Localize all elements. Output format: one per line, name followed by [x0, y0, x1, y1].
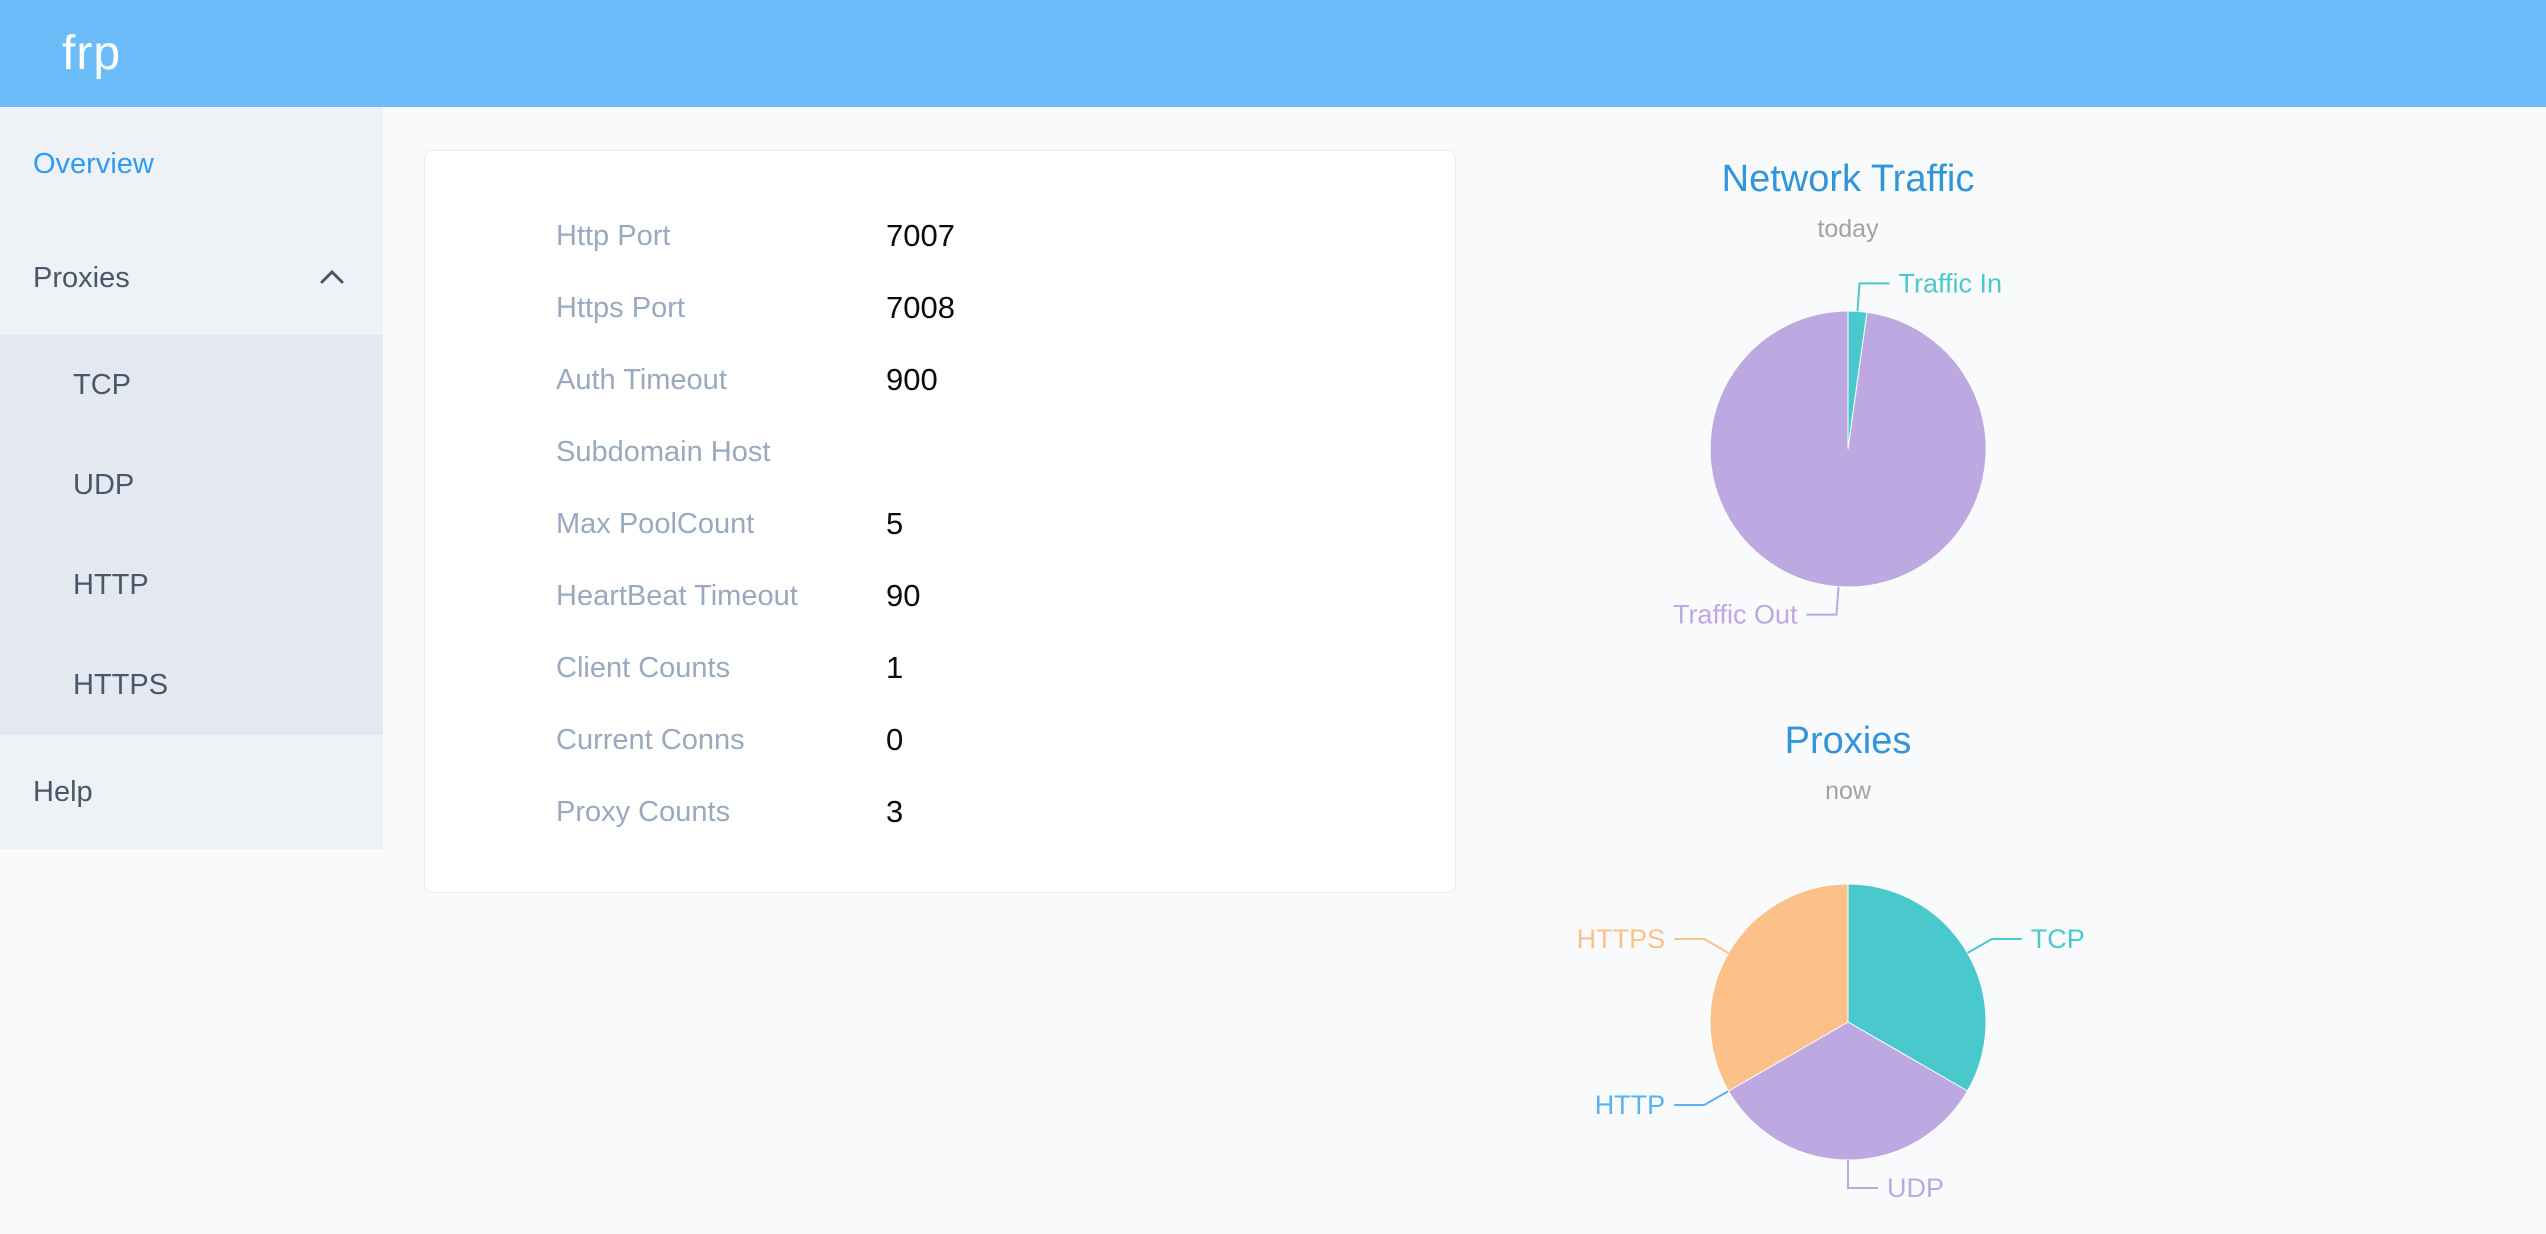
config-row: Client Counts 1 — [556, 632, 1455, 704]
chevron-up-icon — [317, 264, 347, 292]
pie-slice-udp[interactable] — [1727, 1021, 1969, 1161]
sidebar-item-label: Proxies — [33, 261, 130, 294]
sidebar-item-label: Help — [33, 775, 93, 808]
config-label: Max PoolCount — [556, 507, 755, 540]
app-logo: frp — [62, 27, 122, 80]
network-traffic-subtitle: today — [1817, 215, 1879, 243]
proxies-title: Proxies — [1784, 720, 1912, 762]
config-row: Max PoolCount 5 — [556, 488, 1455, 560]
config-value: 3 — [886, 794, 904, 829]
config-value: 5 — [886, 506, 904, 541]
config-label: Proxy Counts — [556, 795, 731, 828]
config-value: 900 — [886, 362, 938, 397]
config-value: 7007 — [886, 218, 955, 253]
config-row: HeartBeat Timeout 90 — [556, 560, 1455, 632]
pie-label-tcp: TCP — [2031, 924, 2085, 954]
sidebar-item-label: TCP — [73, 368, 131, 401]
config-label: Auth Timeout — [556, 363, 727, 396]
sidebar-item-tcp[interactable]: TCP — [0, 335, 383, 435]
pie-label-line-tcp — [1967, 938, 2022, 954]
config-label: Https Port — [556, 291, 685, 324]
sidebar-item-overview[interactable]: Overview — [0, 107, 383, 221]
config-row: Subdomain Host — [556, 416, 1455, 488]
sidebar-item-udp[interactable]: UDP — [0, 435, 383, 535]
sidebar-item-http[interactable]: HTTP — [0, 535, 383, 635]
sidebar-item-https[interactable]: HTTPS — [0, 635, 383, 735]
pie-label-udp: UDP — [1887, 1173, 1944, 1203]
config-row: Current Conns 0 — [556, 704, 1455, 776]
config-row: Proxy Counts 3 — [556, 776, 1455, 848]
sidebar-item-label: HTTPS — [73, 668, 169, 701]
pie-label-traffic-out: Traffic Out — [1673, 600, 1798, 630]
pie-label-traffic-in: Traffic In — [1899, 268, 2003, 298]
pie-label-line-https — [1674, 938, 1729, 954]
app-header: frp — [0, 0, 2546, 107]
config-label: Current Conns — [556, 723, 745, 756]
pie-label-line-udp — [1847, 1160, 1878, 1189]
config-value: 0 — [886, 722, 904, 757]
config-label: HeartBeat Timeout — [556, 579, 798, 612]
pie-label-http: HTTP — [1595, 1090, 1666, 1120]
sidebar-menu: Overview Proxies TCP UDP HTTP HTTPS Help — [0, 107, 383, 849]
sidebar-item-help[interactable]: Help — [0, 735, 383, 849]
config-row: Http Port 7007 — [556, 200, 1455, 272]
config-row: Auth Timeout 900 — [556, 344, 1455, 416]
config-value: 7008 — [886, 290, 955, 325]
proxies-pie-chart: TCP UDP HTTP HTTPS — [1577, 883, 2085, 1203]
config-label: Subdomain Host — [556, 435, 771, 468]
pie-label-https: HTTPS — [1577, 924, 1666, 954]
pie-label-line-http — [1674, 1090, 1729, 1106]
sidebar-item-label: UDP — [73, 468, 135, 501]
config-row: Https Port 7008 — [556, 272, 1455, 344]
config-label: Http Port — [556, 219, 671, 252]
proxies-submenu: TCP UDP HTTP HTTPS — [0, 335, 383, 735]
sidebar-item-proxies[interactable]: Proxies — [0, 221, 383, 335]
network-traffic-pie-chart: Traffic In Traffic Out — [1673, 268, 2003, 630]
pie-slice-traffic-out[interactable] — [1709, 310, 1987, 588]
proxies-subtitle: now — [1825, 777, 1871, 805]
config-label: Client Counts — [556, 651, 731, 684]
pie-label-line-traffic-in — [1856, 282, 1890, 312]
sidebar-item-label: HTTP — [73, 568, 149, 601]
config-value: 1 — [886, 650, 904, 685]
pie-label-line-traffic-out — [1806, 586, 1840, 616]
config-value: 90 — [886, 578, 921, 613]
sidebar-item-label: Overview — [33, 147, 154, 180]
server-config-card: Http Port 7007 Https Port 7008 Auth Time… — [424, 150, 1456, 893]
network-traffic-title: Network Traffic — [1721, 158, 1975, 200]
